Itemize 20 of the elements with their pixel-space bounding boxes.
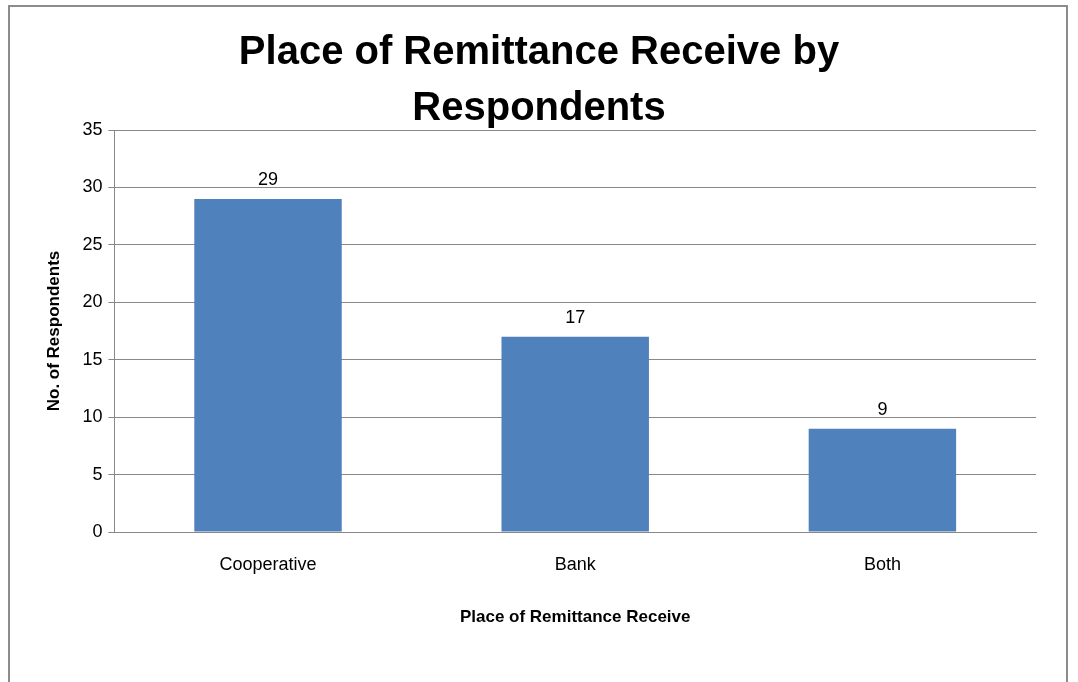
y-tick-label: 35	[82, 118, 103, 139]
y-tick-label: 20	[82, 291, 103, 312]
x-tick-label: Both	[863, 553, 901, 574]
y-tick-label: 15	[82, 348, 103, 369]
x-tick-label: Cooperative	[219, 553, 317, 574]
y-axis-title: No. of Respondents	[43, 250, 63, 412]
bar	[808, 428, 957, 532]
y-tick-label: 0	[92, 520, 103, 541]
bar	[501, 336, 649, 532]
x-tick-label: Bank	[554, 553, 597, 574]
y-tick-label: 30	[82, 176, 103, 197]
chart-title: Place of Remittance Receive by Respondents	[237, 27, 841, 130]
data-label: 9	[877, 398, 888, 419]
bar	[194, 198, 342, 532]
y-tick-label: 5	[92, 463, 103, 484]
data-label: 17	[565, 306, 586, 327]
data-label: 29	[258, 168, 279, 189]
y-tick-label: 25	[82, 233, 103, 254]
y-tick-label: 10	[82, 406, 103, 427]
x-axis-title: Place of Remittance Receive	[459, 607, 691, 627]
